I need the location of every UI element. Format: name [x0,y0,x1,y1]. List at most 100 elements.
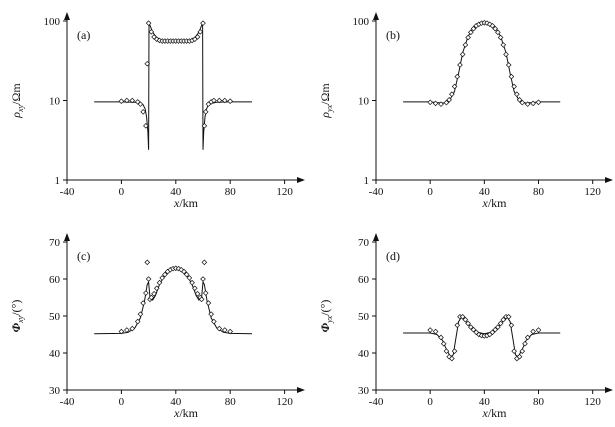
data-point-numerical [124,327,130,333]
data-point-numerical [462,316,469,323]
data-point-numerical [438,334,444,341]
data-point-numerical [470,25,477,32]
y-axis-label: ρxy/Ωm [9,83,25,119]
x-tick-label: 40 [479,396,491,408]
data-point-numerical [489,23,496,29]
y-tick-label: 40 [49,348,61,360]
data-point-numerical [192,285,198,292]
x-tick-label: 80 [533,396,545,408]
data-point-numerical [511,348,517,354]
y-tick-label: 50 [358,311,370,323]
data-point-numerical [200,276,206,282]
x-tick-label: 0 [119,396,125,408]
y-axis-arrow [64,12,70,20]
data-point-numerical [427,99,433,106]
data-point-numerical [470,326,477,333]
data-point-numerical [205,300,212,306]
y-tick-label: 1 [364,175,370,187]
data-point-numerical [497,34,504,41]
data-point-numerical [524,334,531,341]
data-point-numerical [465,34,471,41]
data-point-numerical [156,279,163,286]
y-axis-label: Φxy/(°) [9,300,25,333]
data-point-numerical [129,97,136,104]
data-point-numerical [143,290,149,296]
x-tick-label: 120 [584,396,601,408]
x-tick-label: 80 [225,396,237,408]
data-point-numerical [148,294,155,301]
y-tick-label: 60 [49,274,61,286]
y-tick-label: 70 [358,237,370,249]
x-axis-arrow [605,387,613,393]
data-point-numerical [519,348,526,354]
data-point-numerical [153,36,160,43]
data-point-numerical [505,313,512,320]
data-point-numerical [201,259,208,266]
data-point-numerical [438,101,444,107]
data-point-numerical [497,320,504,327]
x-tick-label: 0 [119,186,125,198]
data-point-numerical [508,73,515,80]
data-point-numerical [511,83,517,90]
data-point-numerical [449,355,455,362]
y-tick-label: 100 [44,16,61,28]
x-tick-label: -40 [369,396,384,408]
series-line-analytical [403,21,561,104]
data-point-numerical [495,324,501,330]
data-point-numerical [492,25,498,32]
x-axis-arrow [605,177,613,183]
data-point-numerical [503,51,509,58]
x-axis-arrow [297,387,305,393]
x-tick-label: -40 [60,186,75,198]
data-point-numerical [227,328,233,335]
data-point-numerical [211,97,217,104]
x-tick-label: 80 [225,186,237,198]
data-point-numerical [454,73,461,80]
x-tick-label: 120 [584,186,601,198]
x-tick-label: -40 [369,186,384,198]
panel-d: -40 0 40 80 120 30 40 50 60 70 x/km Φyx/(°) (d) [318,233,613,420]
data-point-numerical [468,324,474,330]
data-point-numerical [465,320,471,327]
x-tick-label: 120 [276,186,293,198]
x-tick-label: 40 [170,186,182,198]
x-tick-label: 80 [533,186,545,198]
data-point-numerical [486,21,493,28]
data-point-numerical [140,109,146,115]
data-point-numerical [495,29,501,36]
y-tick-label: 1 [55,175,61,187]
data-point-numerical [505,62,512,68]
y-tick-label: 70 [49,237,61,249]
y-tick-label: 40 [358,348,370,360]
data-point-numerical [432,328,439,335]
data-point-numerical [144,259,151,266]
data-point-numerical [194,34,201,40]
data-point-numerical [144,60,151,67]
data-point-numerical [462,42,469,48]
x-axis-label: x/km [482,406,508,420]
data-point-numerical [449,91,455,98]
data-point-numerical [508,322,515,329]
data-point-numerical [530,100,536,107]
data-point-numerical [443,348,450,354]
y-tick-label: 10 [358,96,370,108]
data-point-numerical [446,97,452,103]
data-point-numerical [516,97,523,103]
data-point-numerical [459,313,466,320]
data-point-numerical [194,291,201,297]
data-point-numerical [432,100,439,107]
series-line-analytical [94,267,253,335]
data-point-numerical [175,265,182,272]
x-tick-label: 40 [170,396,182,408]
data-point-numerical [451,83,458,90]
data-point-numerical [159,275,165,281]
y-tick-label: 50 [49,311,61,323]
data-point-numerical [459,51,466,58]
data-point-numerical [118,98,125,104]
y-axis-label: Φyx/(°) [318,300,334,333]
x-tick-label: 0 [427,186,433,198]
data-point-numerical [535,327,542,333]
